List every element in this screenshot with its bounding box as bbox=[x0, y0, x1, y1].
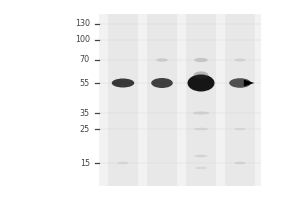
Bar bbox=[108, 14, 138, 186]
Text: 55: 55 bbox=[80, 78, 90, 88]
Text: 35: 35 bbox=[80, 108, 90, 117]
Ellipse shape bbox=[229, 78, 251, 88]
Bar bbox=[99, 14, 261, 186]
Text: 15: 15 bbox=[80, 158, 90, 168]
Text: 70: 70 bbox=[80, 55, 90, 64]
Bar bbox=[147, 14, 177, 186]
Text: 100: 100 bbox=[75, 36, 90, 45]
Ellipse shape bbox=[194, 58, 208, 62]
Ellipse shape bbox=[195, 167, 207, 169]
Ellipse shape bbox=[151, 78, 173, 88]
Ellipse shape bbox=[234, 162, 246, 164]
Ellipse shape bbox=[234, 128, 246, 130]
Bar bbox=[225, 14, 255, 186]
Ellipse shape bbox=[156, 58, 168, 62]
Ellipse shape bbox=[117, 162, 129, 164]
Text: 25: 25 bbox=[80, 124, 90, 134]
Ellipse shape bbox=[194, 71, 208, 79]
Ellipse shape bbox=[112, 78, 134, 88]
Ellipse shape bbox=[188, 74, 214, 92]
Text: 130: 130 bbox=[75, 20, 90, 28]
Bar bbox=[186, 14, 216, 186]
Ellipse shape bbox=[194, 128, 208, 130]
Polygon shape bbox=[244, 80, 254, 86]
Ellipse shape bbox=[195, 155, 207, 157]
Ellipse shape bbox=[234, 58, 246, 62]
Ellipse shape bbox=[193, 111, 209, 115]
